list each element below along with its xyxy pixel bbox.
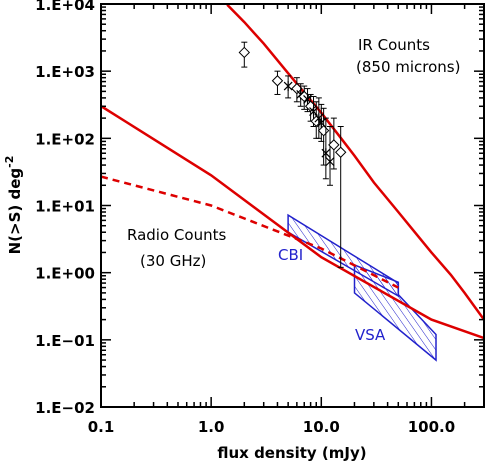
data-point-diamond-0 (238, 46, 251, 59)
axis-ticks (100, 3, 485, 408)
data-point-diamond-16 (334, 146, 347, 158)
x-tick-label: 100.0 (408, 418, 455, 436)
y-axis-title: N(>S) deg-2 (3, 156, 24, 255)
data-point-diamond-12 (317, 124, 330, 137)
y-axis-title-main: N(>S) deg (6, 168, 24, 255)
x-tick-label: 0.1 (88, 418, 115, 436)
ir-data-points (238, 41, 347, 268)
radio-counts-label: Radio Counts (127, 226, 226, 244)
y-tick-label: 1.E+03 (35, 63, 95, 81)
radio-counts-sublabel: (30 GHz) (140, 252, 206, 270)
radio-model-dashed-line (101, 175, 399, 289)
ir-counts-label: IR Counts (358, 36, 430, 54)
y-tick-label: 1.E−02 (35, 399, 95, 417)
y-tick-label: 1.E+02 (35, 130, 95, 148)
data-point-star-13 (321, 148, 331, 159)
x-tick-label: 1.0 (198, 418, 225, 436)
cbi-label: CBI (278, 246, 303, 264)
vsa-label: VSA (355, 326, 386, 344)
y-tick-label: 1.E+00 (35, 265, 95, 283)
data-point-diamond-1 (271, 75, 284, 87)
ir-counts-sublabel: (850 microns) (356, 58, 460, 76)
x-axis-title: flux density (mJy) (217, 444, 366, 462)
axis-tick-labels: 0.1 1.0 10.0 100.0 1.E+04 1.E+03 1.E+02 1.E+01 1… (35, 0, 455, 436)
data-point-diamond-15 (328, 139, 340, 151)
x-tick-label: 10.0 (303, 418, 340, 436)
vsa-band (353, 263, 437, 362)
data-point-star-2 (283, 81, 293, 92)
radio-model-solid-line (101, 105, 484, 340)
y-tick-label: 1.E+04 (35, 0, 95, 14)
y-tick-label: 1.E−01 (35, 332, 95, 350)
y-axis-title-sup: -2 (3, 156, 16, 168)
ir-model-line (226, 4, 484, 323)
model-curves (101, 4, 484, 340)
data-point-star-14 (325, 156, 335, 167)
y-tick-label: 1.E+01 (35, 198, 95, 216)
